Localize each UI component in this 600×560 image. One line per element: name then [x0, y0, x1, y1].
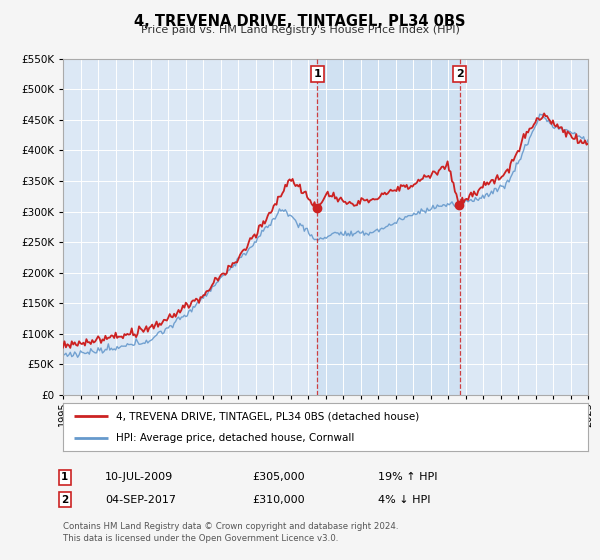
- Text: 1: 1: [313, 69, 321, 79]
- Text: 04-SEP-2017: 04-SEP-2017: [105, 494, 176, 505]
- Text: 4% ↓ HPI: 4% ↓ HPI: [378, 494, 431, 505]
- Text: £310,000: £310,000: [252, 494, 305, 505]
- Text: 4, TREVENA DRIVE, TINTAGEL, PL34 0BS (detached house): 4, TREVENA DRIVE, TINTAGEL, PL34 0BS (de…: [115, 411, 419, 421]
- Bar: [317, 59, 460, 395]
- Text: Contains HM Land Registry data © Crown copyright and database right 2024.
This d: Contains HM Land Registry data © Crown c…: [63, 522, 398, 543]
- Text: 10-JUL-2009: 10-JUL-2009: [105, 472, 173, 482]
- Text: 2: 2: [456, 69, 464, 79]
- Text: 4, TREVENA DRIVE, TINTAGEL, PL34 0BS: 4, TREVENA DRIVE, TINTAGEL, PL34 0BS: [134, 14, 466, 29]
- Text: Price paid vs. HM Land Registry's House Price Index (HPI): Price paid vs. HM Land Registry's House …: [140, 25, 460, 35]
- Text: HPI: Average price, detached house, Cornwall: HPI: Average price, detached house, Corn…: [115, 433, 354, 443]
- Text: 1: 1: [61, 472, 68, 482]
- Text: £305,000: £305,000: [252, 472, 305, 482]
- Text: 19% ↑ HPI: 19% ↑ HPI: [378, 472, 437, 482]
- Text: 2: 2: [61, 494, 68, 505]
